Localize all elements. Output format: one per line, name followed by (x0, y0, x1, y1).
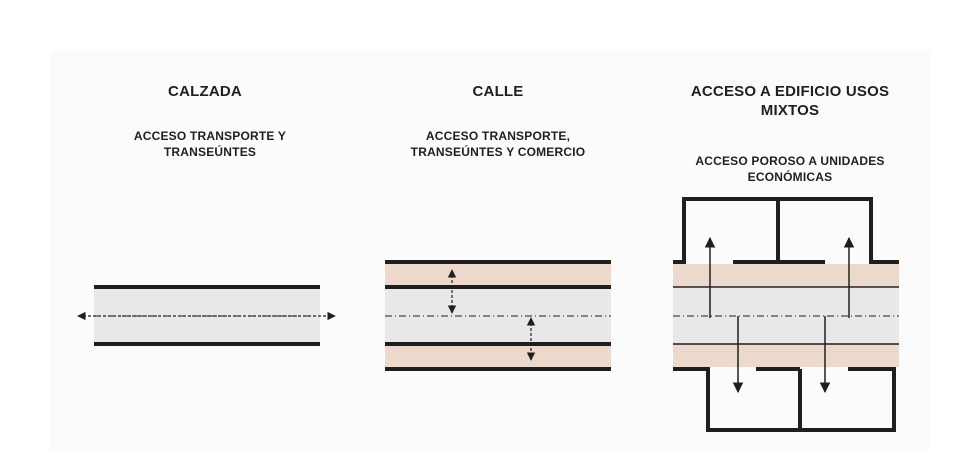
diagram-panel (50, 50, 930, 450)
section-title-edificio: ACCESO A EDIFICIO USOS MIXTOS (690, 83, 890, 119)
building-bottom-outline (673, 367, 896, 432)
edificio-sidewalk-bottom (673, 344, 899, 367)
calle-sidewalk-top (385, 263, 611, 287)
calzada-diagram (77, 285, 336, 346)
edificio-sidewalk-top (673, 264, 899, 287)
calle-sidewalk-bottom (385, 344, 611, 368)
edificio-diagram (673, 197, 899, 432)
section-subtitle-edificio: ACCESO POROSO A UNIDADES ECONÓMICAS (695, 154, 885, 184)
building-top-outline (673, 197, 899, 264)
section-title-calle: CALLE (472, 83, 524, 100)
section-subtitle-calle: ACCESO TRANSPORTE, TRANSEÚNTES Y COMERCI… (410, 129, 586, 159)
calle-diagram (385, 260, 611, 371)
section-subtitle-calzada: ACCESO TRANSPORTE Y TRANSEÚNTES (133, 129, 287, 159)
section-title-calzada: CALZADA (168, 83, 242, 100)
